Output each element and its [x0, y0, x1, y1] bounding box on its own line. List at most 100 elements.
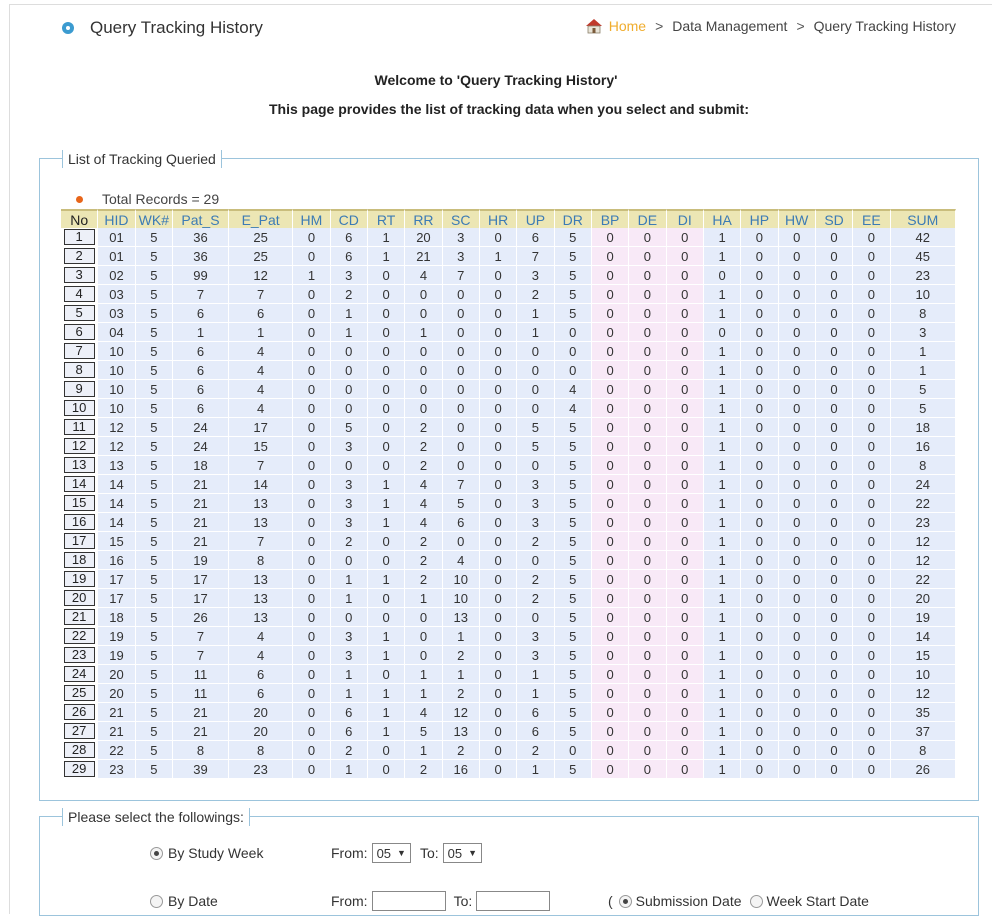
table-cell: 0: [815, 247, 854, 266]
row-number-button[interactable]: 27: [63, 723, 95, 739]
row-number-button[interactable]: 17: [63, 533, 95, 549]
by-date-row: By Date: [150, 893, 218, 909]
week-start-date-radio[interactable]: [749, 894, 763, 908]
row-number-button[interactable]: 12: [63, 438, 95, 454]
row-number-button[interactable]: 29: [63, 761, 95, 777]
row-number-button[interactable]: 24: [63, 666, 95, 682]
table-cell: 5: [554, 456, 592, 475]
table-cell: 0: [591, 247, 630, 266]
table-cell: 16: [890, 437, 956, 456]
table-cell: 0: [293, 361, 331, 380]
table-cell: 13: [228, 570, 294, 589]
table-cell: 5: [554, 646, 592, 665]
column-header: WK#: [135, 209, 173, 228]
table-cell: 0: [853, 722, 891, 741]
row-number-button[interactable]: 6: [63, 324, 95, 340]
table-cell: 4: [442, 551, 480, 570]
table-cell: 35: [890, 703, 956, 722]
table-cell: 4: [228, 361, 294, 380]
row-number-button[interactable]: 22: [63, 628, 95, 644]
row-number-button[interactable]: 7: [63, 343, 95, 359]
table-cell: 5: [135, 570, 173, 589]
row-number-button[interactable]: 20: [63, 590, 95, 606]
row-number-button[interactable]: 9: [63, 381, 95, 397]
row-number-button[interactable]: 23: [63, 647, 95, 663]
table-row: 17 15 5 21 7 0 2 0 2 0 0 2 5 0 0 0 1 0 0 0 0 12: [61, 532, 956, 551]
row-number-button[interactable]: 3: [63, 267, 95, 283]
table-cell: 0: [479, 380, 518, 399]
row-number-button[interactable]: 15: [63, 495, 95, 511]
row-number-button[interactable]: 11: [63, 419, 95, 435]
table-row: 21 18 5 26 13 0 0 0 0 13 0 0 5 0 0 0 1 0 0 0 0 19: [61, 608, 956, 627]
row-number-button[interactable]: 28: [63, 742, 95, 758]
table-cell: 1: [367, 684, 406, 703]
table-cell: 0: [741, 494, 779, 513]
date-from-input[interactable]: [371, 891, 446, 911]
table-cell: 21: [172, 513, 229, 532]
row-number-button[interactable]: 19: [63, 571, 95, 587]
table-row: 10 10 5 6 4 0 0 0 0 0 0 0 4 0 0 0 1 0 0 0 0 5: [61, 399, 956, 418]
row-number-button[interactable]: 4: [63, 286, 95, 302]
table-cell: 0: [853, 361, 891, 380]
row-number-button[interactable]: 14: [63, 476, 95, 492]
table-cell: 0: [666, 627, 704, 646]
row-number-button[interactable]: 26: [63, 704, 95, 720]
column-header: DE: [629, 209, 667, 228]
column-header: RR: [405, 209, 443, 228]
table-cell: 1: [367, 247, 406, 266]
row-number-cell: 17: [61, 532, 99, 551]
row-number-button[interactable]: 1: [63, 229, 95, 245]
submission-date-radio[interactable]: [618, 894, 632, 908]
table-cell: 1: [703, 342, 742, 361]
breadcrumb-section[interactable]: Data Management: [672, 18, 788, 34]
table-cell: 21: [172, 532, 229, 551]
dropdown-caret-icon: ▼: [468, 848, 478, 858]
row-number-button[interactable]: 8: [63, 362, 95, 378]
table-cell: 14: [98, 513, 136, 532]
row-number-button[interactable]: 10: [63, 400, 95, 416]
table-cell: 36: [172, 247, 229, 266]
table-cell: 4: [405, 266, 443, 285]
date-to-input[interactable]: [476, 891, 551, 911]
table-cell: 6: [172, 304, 229, 323]
table-cell: 17: [228, 418, 294, 437]
row-number-button[interactable]: 18: [63, 552, 95, 568]
table-cell: 0: [778, 684, 816, 703]
breadcrumb-home-link[interactable]: Home: [608, 18, 647, 34]
table-cell: 0: [666, 456, 704, 475]
table-cell: 0: [591, 323, 630, 342]
breadcrumb-separator: >: [796, 18, 805, 34]
table-cell: 0: [479, 684, 518, 703]
table-cell: 0: [741, 266, 779, 285]
row-number-button[interactable]: 16: [63, 514, 95, 530]
table-cell: 0: [591, 684, 630, 703]
row-number-cell: 21: [61, 608, 99, 627]
table-cell: 0: [741, 418, 779, 437]
column-header: UP: [517, 209, 555, 228]
table-cell: 0: [442, 399, 480, 418]
table-cell: 0: [853, 513, 891, 532]
table-row: 23 19 5 7 4 0 3 1 0 2 0 3 5 0 0 0 1 0 0 0 0 15: [61, 646, 956, 665]
table-cell: 7: [228, 285, 294, 304]
row-number-button[interactable]: 25: [63, 685, 95, 701]
table-cell: 0: [853, 589, 891, 608]
row-number-button[interactable]: 21: [63, 609, 95, 625]
by-date-radio[interactable]: [150, 894, 163, 908]
table-cell: 0: [666, 247, 704, 266]
table-cell: 0: [815, 532, 854, 551]
table-cell: 0: [293, 608, 331, 627]
table-row: 4 03 5 7 7 0 2 0 0 0 0 2 5 0 0 0 1 0 0 0 0 10: [61, 285, 956, 304]
table-cell: 22: [98, 741, 136, 760]
week-to-select[interactable]: 05 ▼: [442, 843, 483, 863]
by-week-radio[interactable]: [150, 846, 163, 860]
home-icon[interactable]: [585, 18, 603, 34]
week-from-select[interactable]: 05 ▼: [371, 843, 411, 863]
table-cell: 20: [228, 703, 294, 722]
table-cell: 1: [703, 551, 742, 570]
row-number-cell: 23: [61, 646, 99, 665]
row-number-button[interactable]: 5: [63, 305, 95, 321]
table-cell: 7: [172, 285, 229, 304]
row-number-button[interactable]: 13: [63, 457, 95, 473]
row-number-button[interactable]: 2: [63, 248, 95, 264]
table-row: 13 13 5 18 7 0 0 0 2 0 0 0 5 0 0 0 1 0 0 0 0 8: [61, 456, 956, 475]
